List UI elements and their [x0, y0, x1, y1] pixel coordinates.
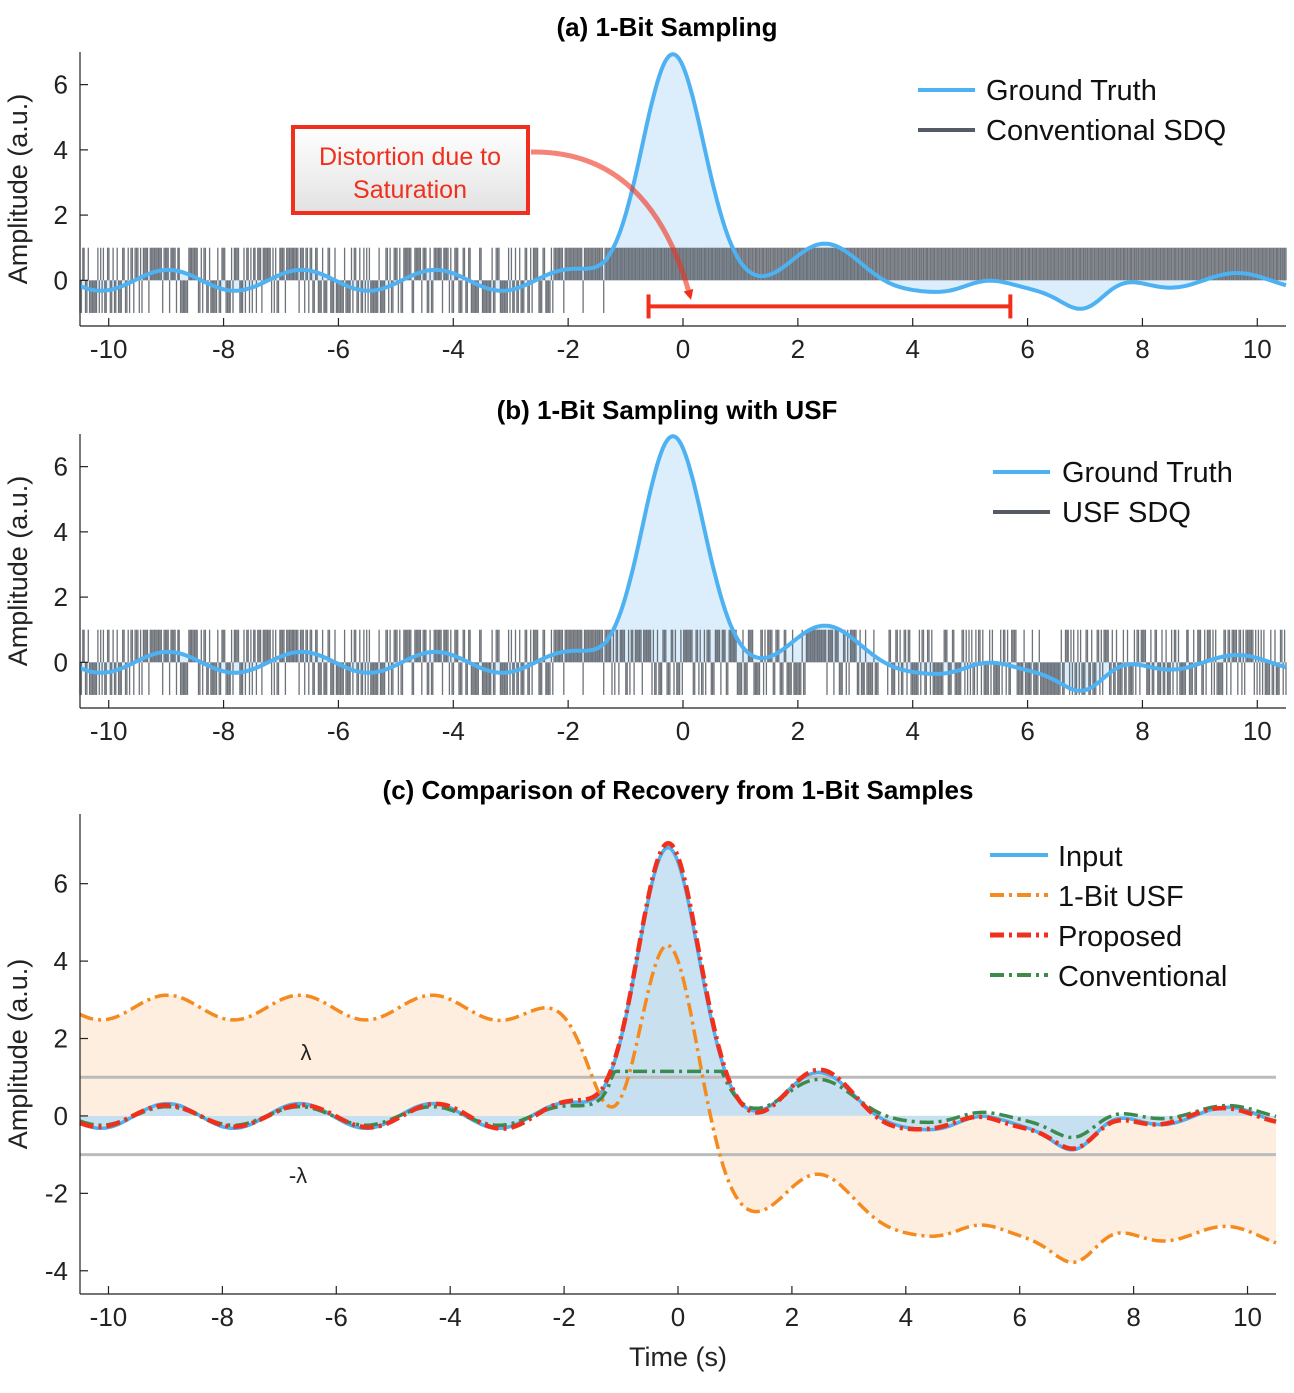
b-xtick-label: 2: [791, 716, 805, 746]
annotation-line-2: Saturation: [353, 176, 467, 204]
legend-b: Ground Truth USF SDQ: [993, 457, 1233, 529]
c-xtick-label: 8: [1126, 1302, 1140, 1332]
a-ylabel: Amplitude (a.u.): [3, 94, 33, 285]
legend-b-ground-truth-label: Ground Truth: [1062, 457, 1233, 489]
legend-c: Input 1-Bit USF Proposed Conventional: [990, 841, 1227, 993]
panel-a: (a) 1-Bit Sampling -10 -8 -6 -4 -2 0 2 4 6 8 10 0 2 4…: [3, 12, 1287, 364]
b-xtick-label: 6: [1020, 716, 1034, 746]
b-xtick-label: -2: [557, 716, 580, 746]
ground-truth-line: [79, 52, 1287, 311]
c-ytick-label: -2: [45, 1178, 68, 1208]
b-xtick-label: 0: [676, 716, 690, 746]
a-xtick-label: 0: [676, 334, 690, 364]
ground-truth-fill: [80, 54, 1286, 309]
annotation-arrow: [530, 149, 694, 300]
c-xtick-label: 10: [1233, 1302, 1262, 1332]
a-xtick-label: 4: [905, 334, 919, 364]
b-xtick-label: -10: [90, 716, 128, 746]
b-xtick-label: 10: [1243, 716, 1272, 746]
legend-c-usf-label: 1-Bit USF: [1058, 881, 1184, 913]
panel-b: (b) 1-Bit Sampling with USF -10 -8 -6 -4 -2 0…: [3, 395, 1287, 746]
c-xtick-label: -4: [439, 1302, 462, 1332]
a-xtick-label: -4: [442, 334, 465, 364]
c-ytick-label: 6: [54, 869, 68, 899]
panel-c-title: (c) Comparison of Recovery from 1-Bit Sa…: [383, 775, 974, 805]
c-xtick-label: -2: [553, 1302, 576, 1332]
a-xtick-label: -2: [557, 334, 580, 364]
b-ytick-label: 0: [54, 647, 68, 677]
a-xtick-label: 8: [1135, 334, 1149, 364]
b-ytick-label: 4: [54, 517, 68, 547]
annotation-line-1: Distortion due to: [319, 143, 501, 171]
legend-a: Ground Truth Conventional SDQ: [918, 75, 1226, 147]
legend-c-conventional-label: Conventional: [1058, 961, 1227, 993]
panel-c: (c) Comparison of Recovery from 1-Bit Sa…: [3, 775, 1277, 1372]
usf-line: [79, 943, 1277, 1265]
c-xtick-label: 2: [785, 1302, 799, 1332]
ground-truth-line: [79, 434, 1287, 693]
c-xlabel: Time (s): [629, 1342, 727, 1372]
b-xtick-label: -4: [442, 716, 465, 746]
c-ytick-label: 4: [54, 946, 68, 976]
c-ytick-label: 0: [54, 1101, 68, 1131]
c-ytick-label: 2: [54, 1024, 68, 1054]
a-xtick-label: -6: [327, 334, 350, 364]
b-xtick-label: -6: [327, 716, 350, 746]
a-xtick-label: 2: [791, 334, 805, 364]
c-xtick-label: -6: [325, 1302, 348, 1332]
b-ylabel: Amplitude (a.u.): [3, 476, 33, 667]
a-ytick-label: 4: [54, 135, 68, 165]
lambda-label: λ: [301, 1040, 312, 1065]
conventional-line: [79, 1069, 1277, 1140]
a-xtick-label: -8: [212, 334, 235, 364]
annotation: Distortion due to Saturation: [291, 125, 1013, 319]
a-xtick-label: 6: [1020, 334, 1034, 364]
a-ytick-label: 2: [54, 200, 68, 230]
c-xtick-label: 6: [1012, 1302, 1026, 1332]
saturation-interval: [646, 294, 1013, 319]
a-xtick-label: -10: [90, 334, 128, 364]
b-ytick-label: 2: [54, 582, 68, 612]
panel-b-title: (b) 1-Bit Sampling with USF: [497, 395, 838, 425]
a-ytick-label: 6: [54, 70, 68, 100]
c-ylabel: Amplitude (a.u.): [3, 959, 33, 1150]
b-xtick-label: -8: [212, 716, 235, 746]
input-fill: [80, 847, 1276, 1150]
c-ytick-label: -4: [45, 1256, 68, 1286]
a-xtick-label: 10: [1243, 334, 1272, 364]
legend-b-sdq-label: USF SDQ: [1062, 497, 1191, 529]
panel-a-title: (a) 1-Bit Sampling: [556, 12, 777, 42]
b-xtick-label: 8: [1135, 716, 1149, 746]
c-xtick-label: -8: [211, 1302, 234, 1332]
legend-a-sdq-label: Conventional SDQ: [986, 115, 1226, 147]
c-xtick-label: 4: [899, 1302, 913, 1332]
legend-c-input-label: Input: [1058, 841, 1123, 873]
b-ytick-label: 6: [54, 452, 68, 482]
ground-truth-fill: [80, 436, 1286, 691]
legend-c-proposed-label: Proposed: [1058, 921, 1182, 953]
c-xtick-label: -10: [90, 1302, 128, 1332]
neg-lambda-label: -λ: [289, 1163, 307, 1188]
a-ytick-label: 0: [54, 265, 68, 295]
legend-a-ground-truth-label: Ground Truth: [986, 75, 1157, 107]
c-xtick-label: 0: [671, 1302, 685, 1332]
b-xtick-label: 4: [905, 716, 919, 746]
annotation-box: [291, 125, 530, 215]
